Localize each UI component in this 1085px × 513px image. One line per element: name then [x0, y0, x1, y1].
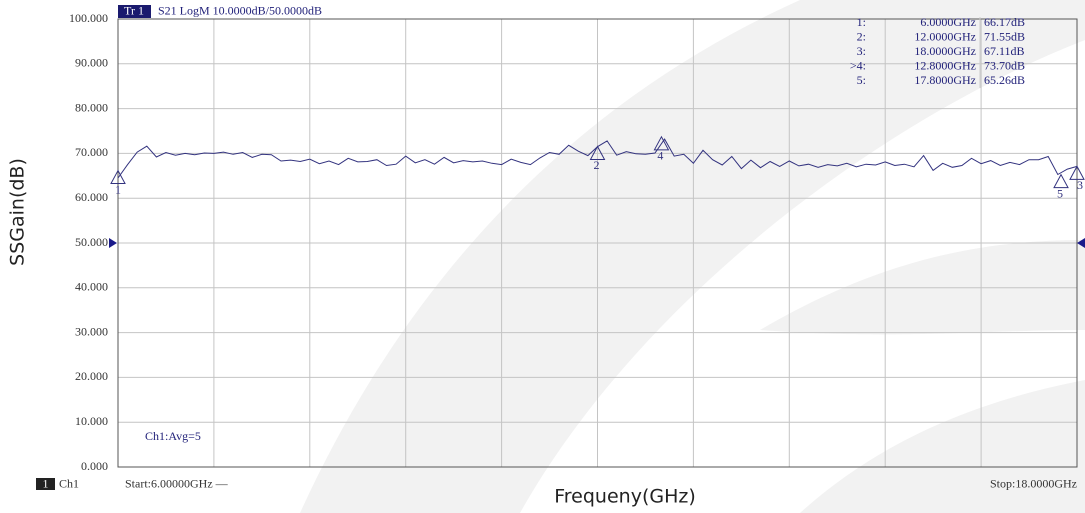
y-tick-label: 10.000	[75, 414, 108, 428]
marker-triangle	[589, 145, 606, 160]
marker-triangle	[653, 135, 670, 151]
y-axis-label: SSGain(dB)	[7, 158, 29, 266]
marker-id: 4	[657, 149, 663, 163]
y-tick-label: 70.000	[75, 145, 108, 159]
annotation: Ch1:Avg=5	[145, 429, 201, 443]
y-tick-label: 90.000	[75, 56, 108, 70]
channel-number: 1	[43, 476, 49, 490]
marker-frequency: 18.0000GHz	[914, 44, 976, 58]
reference-marker	[1077, 238, 1085, 248]
stop-label: Stop:18.0000GHz	[990, 476, 1077, 490]
marker-name: 3:	[857, 44, 866, 58]
marker-triangle	[110, 169, 126, 185]
x-axis-label: Frequeny(GHz)	[554, 486, 696, 508]
y-tick-label: 20.000	[75, 369, 108, 383]
y-tick-label: 100.000	[69, 11, 108, 25]
marker-name: >4:	[850, 59, 866, 73]
y-tick-label: 80.000	[75, 100, 108, 114]
watermark-shape	[800, 380, 1085, 513]
marker-value: 71.55dB	[984, 29, 1025, 43]
y-tick-label: 40.000	[75, 280, 108, 294]
y-tick-label: 60.000	[75, 190, 108, 204]
y-tick-label: 50.000	[75, 235, 108, 249]
y-tick-label: 30.000	[75, 324, 108, 338]
marker-id: 2	[594, 158, 600, 172]
marker-id: 5	[1057, 186, 1063, 200]
marker-value: 67.11dB	[984, 44, 1025, 58]
chart-title: S21 LogM 10.0000dB/50.0000dB	[158, 3, 322, 17]
marker-id: 1	[115, 182, 121, 196]
marker-triangle	[1069, 165, 1085, 180]
marker-frequency: 12.8000GHz	[914, 59, 976, 73]
marker-value: 73.70dB	[984, 59, 1025, 73]
channel: Ch1	[59, 476, 79, 490]
start-label: Start:6.00000GHz —	[125, 476, 229, 490]
marker-frequency: 12.0000GHz	[914, 29, 976, 43]
trace-badge	[118, 5, 151, 18]
trace-label: Tr 1	[124, 3, 144, 17]
marker-value: 65.26dB	[984, 73, 1025, 87]
marker-name: 2:	[857, 29, 866, 43]
marker-name: 1:	[857, 15, 866, 29]
marker-frequency: 17.8000GHz	[914, 73, 976, 87]
marker-frequency: 6.0000GHz	[920, 15, 976, 29]
watermark	[300, 0, 1085, 513]
reference-marker	[109, 238, 117, 248]
watermark-shape	[300, 0, 1085, 513]
marker-id: 3	[1077, 178, 1083, 192]
channel-badge	[36, 478, 55, 490]
marker-value: 66.17dB	[984, 15, 1025, 29]
marker-triangle	[1053, 173, 1069, 189]
watermark-shape	[760, 240, 1085, 335]
y-tick-label: 0.000	[81, 459, 108, 473]
marker-name: 5:	[857, 73, 866, 87]
